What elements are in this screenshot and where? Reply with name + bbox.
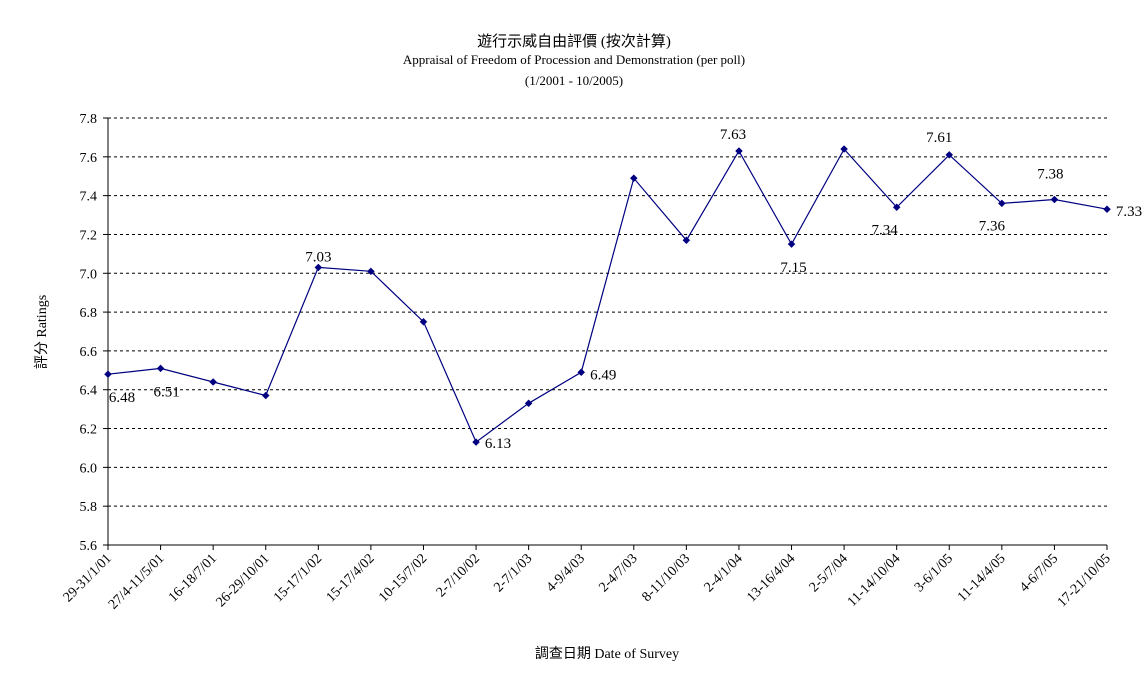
y-tick-label: 7.0 [80, 267, 98, 282]
chart-title: 遊行示威自由評價 (按次計算) [477, 34, 671, 50]
data-label: 7.61 [926, 130, 952, 146]
x-tick-label: 13-16/4/04 [744, 551, 798, 605]
y-tick-label: 5.8 [80, 500, 98, 515]
gridlines [108, 117, 1107, 507]
chart-period: (1/2001 - 10/2005) [524, 73, 624, 88]
data-point [524, 399, 533, 408]
series-line [107, 148, 1108, 444]
data-label: 7.33 [1116, 204, 1142, 220]
y-tick-label: 6.4 [80, 384, 98, 399]
data-point [104, 370, 112, 379]
data-point [156, 364, 165, 373]
data-point [1050, 195, 1059, 204]
data-point [735, 147, 743, 155]
x-tick-labels: 29-31/1/0127/4-11/5/0116-18/7/0126-29/10… [61, 551, 1114, 612]
series-line-path [107, 148, 1108, 444]
x-tick-label: 29-31/1/01 [61, 551, 115, 605]
data-label: 7.03 [305, 249, 331, 265]
x-tick-label: 4-9/4/03 [544, 551, 588, 595]
x-tick-label: 4-6/7/05 [1017, 551, 1061, 595]
data-point [419, 317, 428, 326]
data-point [682, 236, 691, 245]
x-tick-label: 2-4/7/03 [596, 551, 640, 595]
data-point [945, 151, 954, 159]
y-tick-label: 6.6 [80, 345, 98, 360]
x-tick-label: 2-5/7/04 [807, 551, 851, 595]
data-point [314, 263, 323, 272]
y-tick-label: 7.4 [80, 190, 98, 205]
data-point [261, 391, 270, 400]
data-point [577, 368, 586, 377]
x-tick-label: 16-18/7/01 [166, 551, 220, 605]
x-tick-label: 2-7/10/02 [434, 551, 483, 600]
data-label: 6.49 [590, 367, 616, 383]
x-tick-label: 2-7/1/03 [491, 551, 535, 595]
data-label: 6.48 [109, 390, 135, 406]
data-label: 7.38 [1037, 167, 1063, 183]
data-label: 7.63 [720, 127, 746, 143]
x-tick-label: 15-17/1/02 [271, 551, 325, 605]
y-tick-label: 7.8 [80, 112, 98, 127]
axes [103, 117, 1108, 550]
data-label: 6.13 [485, 436, 511, 452]
data-point [840, 145, 848, 153]
x-axis-title: 調查日期 Date of Survey [535, 646, 679, 662]
data-point [787, 240, 796, 249]
x-tick-label: 26-29/10/01 [214, 551, 273, 610]
data-markers [104, 145, 1111, 446]
y-tick-label: 6.8 [80, 306, 98, 321]
data-label: 7.15 [780, 260, 806, 276]
data-point [629, 174, 638, 183]
y-tick-label: 7.6 [80, 151, 98, 166]
data-point [472, 438, 480, 446]
data-label: 7.36 [979, 218, 1006, 234]
y-tick-label: 6.0 [80, 461, 98, 476]
x-tick-label: 10-15/7/02 [376, 551, 430, 605]
y-tick-labels: 5.6 5.8 6.0 6.2 6.4 6.6 6.8 7.0 7.2 7.4 7.6 7.8 [80, 112, 98, 554]
x-tick-label: 27/4-11/5/01 [106, 551, 167, 612]
x-tick-label: 8-11/10/03 [640, 551, 694, 605]
x-tick-label: 3-6/1/05 [912, 551, 956, 595]
data-point [367, 267, 375, 276]
y-axis-title: 評分 Ratings [34, 295, 50, 369]
chart-subtitle: Appraisal of Freedom of Procession and D… [402, 52, 746, 67]
y-tick-label: 7.2 [80, 228, 98, 243]
x-tick-label: 11-14/4/05 [955, 551, 1009, 605]
data-labels: 6.48 6.51 7.03 6.13 6.49 7.63 7.15 7.34 7.61 7.36… [109, 127, 1142, 452]
data-point [209, 378, 218, 386]
x-tick-label: 15-17/4/02 [324, 551, 378, 605]
x-tick-label: 11-14/10/04 [845, 551, 904, 610]
data-label: 6.51 [153, 384, 179, 400]
y-tick-label: 5.6 [80, 539, 98, 554]
x-tick-label: 2-4/1/04 [702, 551, 746, 595]
data-point [892, 203, 901, 212]
x-tick-label: 17-21/10/05 [1055, 551, 1114, 610]
y-tick-label: 6.2 [80, 423, 98, 438]
data-point [997, 199, 1006, 208]
data-label: 7.34 [872, 222, 899, 238]
data-point [1103, 205, 1111, 214]
